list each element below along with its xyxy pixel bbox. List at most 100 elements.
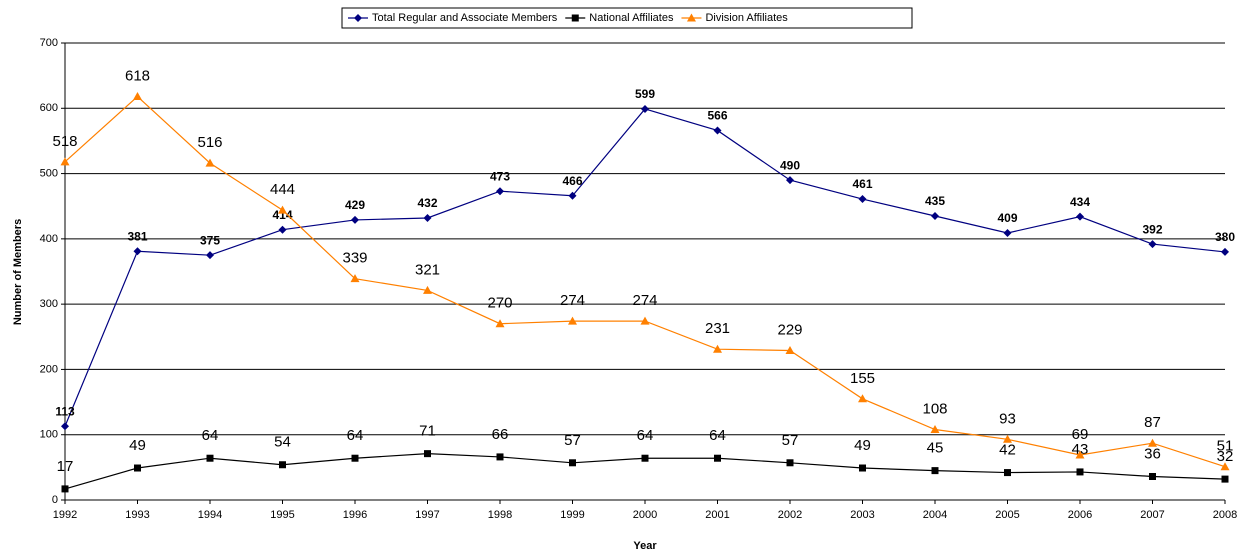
data-label: 375 bbox=[200, 233, 220, 247]
data-label: 69 bbox=[1072, 426, 1089, 443]
marker bbox=[641, 454, 649, 462]
x-tick-label: 2000 bbox=[633, 509, 657, 521]
marker bbox=[61, 422, 69, 431]
marker bbox=[1003, 228, 1012, 237]
data-label: 321 bbox=[415, 261, 440, 278]
marker bbox=[60, 157, 70, 166]
y-tick-label: 400 bbox=[40, 233, 58, 245]
data-label: 566 bbox=[707, 109, 727, 123]
data-label: 274 bbox=[560, 292, 585, 309]
marker bbox=[206, 454, 214, 462]
x-tick-label: 2006 bbox=[1068, 509, 1092, 521]
y-tick-label: 300 bbox=[40, 298, 58, 310]
marker bbox=[279, 461, 286, 469]
marker bbox=[1220, 462, 1230, 471]
data-label: 516 bbox=[197, 134, 222, 151]
data-label: 432 bbox=[417, 196, 437, 210]
legend-label: Total Regular and Associate Members bbox=[372, 12, 558, 24]
marker bbox=[931, 467, 939, 475]
x-tick-label: 1992 bbox=[53, 509, 77, 521]
marker bbox=[569, 459, 576, 467]
series-line bbox=[64, 108, 1226, 427]
marker bbox=[495, 319, 505, 328]
data-label: 231 bbox=[705, 320, 730, 337]
data-label: 339 bbox=[342, 250, 367, 267]
y-tick-label: 500 bbox=[40, 167, 58, 179]
data-label: 429 bbox=[345, 198, 365, 212]
x-tick-label: 2008 bbox=[1213, 509, 1237, 521]
marker bbox=[423, 285, 432, 294]
x-tick-label: 1996 bbox=[343, 509, 367, 521]
marker bbox=[354, 14, 362, 22]
marker bbox=[1076, 468, 1084, 476]
x-tick-label: 1998 bbox=[488, 509, 512, 521]
series-line bbox=[64, 95, 1226, 468]
x-tick-label: 2001 bbox=[705, 509, 729, 521]
data-label: 64 bbox=[202, 427, 219, 444]
data-label: 466 bbox=[562, 174, 582, 188]
marker bbox=[424, 450, 431, 458]
x-tick-label: 2005 bbox=[995, 509, 1019, 521]
marker bbox=[133, 92, 142, 101]
data-label: 414 bbox=[272, 208, 292, 222]
data-label: 155 bbox=[850, 370, 875, 387]
data-label: 17 bbox=[57, 458, 74, 475]
data-label: 518 bbox=[52, 133, 77, 150]
y-axis-title: Number of Members bbox=[12, 219, 24, 325]
y-tick-label: 200 bbox=[40, 363, 58, 375]
marker bbox=[714, 454, 721, 462]
data-label: 36 bbox=[1144, 445, 1161, 462]
marker bbox=[496, 187, 504, 196]
x-tick-label: 1997 bbox=[415, 509, 439, 521]
marker bbox=[278, 225, 287, 234]
data-label: 64 bbox=[709, 427, 726, 444]
marker bbox=[1075, 450, 1085, 459]
data-label: 461 bbox=[852, 177, 872, 191]
data-label: 54 bbox=[274, 434, 291, 451]
marker bbox=[205, 158, 215, 167]
data-label: 618 bbox=[125, 68, 150, 85]
marker bbox=[133, 247, 142, 256]
marker bbox=[1221, 247, 1229, 256]
x-tick-label: 2007 bbox=[1140, 509, 1164, 521]
data-label: 229 bbox=[777, 321, 802, 338]
data-label: 42 bbox=[999, 442, 1016, 459]
marker bbox=[568, 316, 577, 325]
marker bbox=[568, 191, 577, 200]
marker bbox=[1221, 475, 1229, 483]
x-tick-label: 1995 bbox=[270, 509, 294, 521]
marker bbox=[858, 394, 867, 403]
data-label: 45 bbox=[927, 440, 944, 457]
data-label: 381 bbox=[127, 229, 147, 243]
data-label: 409 bbox=[997, 211, 1017, 225]
data-label: 57 bbox=[782, 432, 799, 449]
marker bbox=[350, 274, 360, 283]
data-label: 380 bbox=[1215, 230, 1235, 244]
marker bbox=[930, 424, 940, 433]
data-label: 93 bbox=[999, 410, 1016, 427]
legend-box bbox=[341, 7, 913, 29]
data-label: 473 bbox=[490, 169, 510, 183]
y-tick-label: 0 bbox=[52, 494, 58, 506]
x-tick-label: 1993 bbox=[125, 509, 149, 521]
marker bbox=[1149, 472, 1156, 480]
data-label: 66 bbox=[492, 426, 509, 443]
marker bbox=[858, 195, 867, 204]
data-label: 57 bbox=[564, 432, 581, 449]
marker bbox=[713, 344, 722, 353]
marker bbox=[351, 215, 359, 224]
x-tick-label: 2002 bbox=[778, 509, 802, 521]
data-label: 49 bbox=[129, 437, 146, 454]
y-tick-label: 600 bbox=[40, 102, 58, 114]
marker bbox=[1003, 434, 1012, 443]
data-label: 32 bbox=[1217, 448, 1234, 465]
data-label: 87 bbox=[1144, 414, 1161, 431]
marker bbox=[786, 176, 794, 185]
marker bbox=[641, 104, 649, 113]
marker bbox=[640, 316, 650, 325]
marker bbox=[496, 453, 504, 461]
legend-label: Division Affiliates bbox=[705, 12, 788, 24]
marker bbox=[931, 212, 939, 221]
data-label: 64 bbox=[347, 427, 364, 444]
